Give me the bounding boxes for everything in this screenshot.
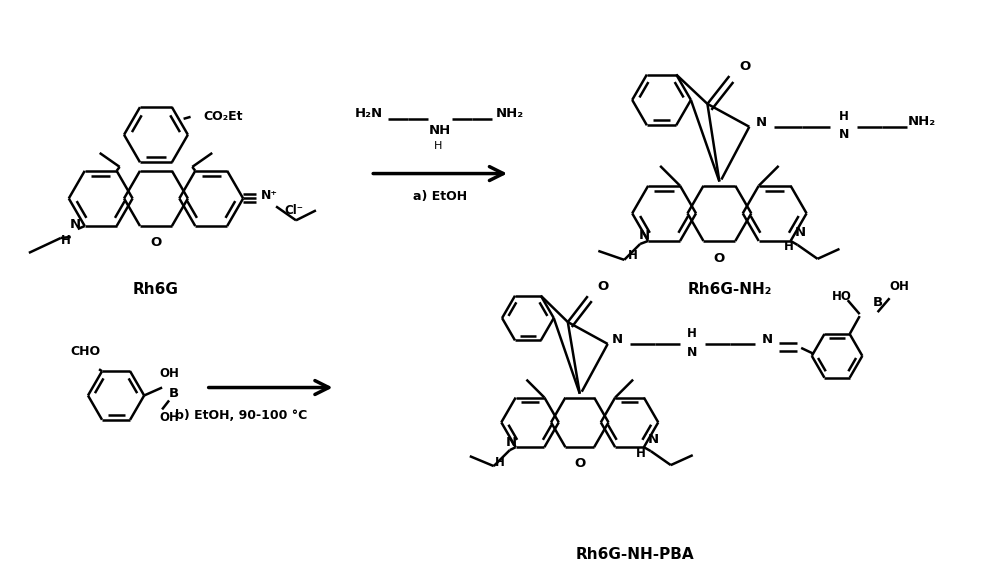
Text: H: H [61,235,71,247]
Text: b) EtOH, 90-100 °C: b) EtOH, 90-100 °C [175,409,307,422]
Text: H: H [628,249,638,262]
Text: HO: HO [832,290,852,303]
Text: N: N [639,229,650,242]
Text: H: H [784,240,794,253]
Text: O: O [574,457,585,470]
Text: H: H [636,447,646,460]
Text: O: O [740,60,751,73]
Text: Rh6G-NH-PBA: Rh6G-NH-PBA [575,547,694,562]
Text: Rh6G: Rh6G [133,283,179,298]
Text: NH₂: NH₂ [496,108,524,120]
Text: OH: OH [159,411,179,424]
Text: O: O [150,236,162,249]
Text: CO₂Et: CO₂Et [204,110,243,123]
Text: N: N [839,128,849,141]
Text: a) EtOH: a) EtOH [413,190,467,203]
Text: OH: OH [890,280,909,293]
Text: N: N [506,436,517,449]
Text: H: H [434,140,442,151]
Text: N: N [70,217,81,231]
Text: H: H [687,328,696,340]
Text: B: B [169,387,179,400]
Text: N: N [762,334,773,346]
Text: H: H [839,110,849,123]
Text: Rh6G-NH₂: Rh6G-NH₂ [687,283,772,298]
Text: N: N [756,116,767,129]
Text: B: B [873,296,883,309]
Text: CHO: CHO [70,345,100,358]
Text: N: N [647,433,658,446]
Text: NH: NH [429,124,451,137]
Text: OH: OH [159,367,179,380]
Text: H: H [495,455,505,469]
Text: H₂N: H₂N [354,108,382,120]
Text: O: O [597,280,608,292]
Text: NH₂: NH₂ [908,115,936,128]
Text: Cl⁻: Cl⁻ [284,204,303,217]
Text: N: N [795,227,806,239]
Text: O: O [714,251,725,265]
Text: N: N [612,334,623,346]
Text: N: N [687,346,698,360]
Text: N⁺: N⁺ [261,189,278,202]
